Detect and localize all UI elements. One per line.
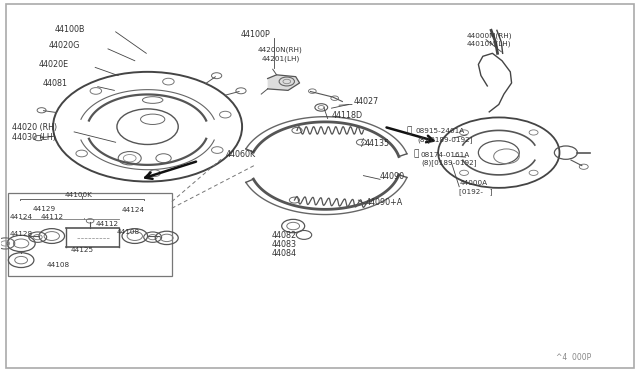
Text: 44020E: 44020E [39, 60, 69, 69]
Text: 44129: 44129 [33, 206, 56, 212]
Text: 44010M(LH): 44010M(LH) [467, 41, 511, 47]
Text: 44135: 44135 [365, 139, 390, 148]
Text: 44100B: 44100B [55, 25, 86, 34]
Text: 44128: 44128 [10, 231, 33, 237]
Text: 44084: 44084 [272, 249, 297, 259]
Text: 44200N(RH): 44200N(RH) [257, 47, 302, 53]
Text: 44112: 44112 [95, 221, 118, 227]
Text: 44108: 44108 [47, 262, 70, 268]
Text: 44030 (LH): 44030 (LH) [12, 133, 56, 142]
Text: 08915-2401A: 08915-2401A [416, 128, 465, 134]
Text: 44100K: 44100K [65, 192, 92, 198]
Text: 44125: 44125 [71, 247, 94, 253]
Text: 44124: 44124 [122, 207, 145, 213]
Text: ^4  000P: ^4 000P [556, 353, 591, 362]
Text: 44108: 44108 [117, 229, 140, 235]
Text: (8)[0189-0192]: (8)[0189-0192] [417, 136, 472, 142]
Text: 08174-0161A: 08174-0161A [421, 152, 470, 158]
Text: 44090+A: 44090+A [366, 198, 403, 206]
Text: 44112: 44112 [40, 214, 63, 220]
Text: 44020 (RH): 44020 (RH) [12, 124, 58, 132]
Text: (8)[0189-0192]: (8)[0189-0192] [421, 160, 476, 166]
Text: 44027: 44027 [353, 97, 378, 106]
Text: 44201(LH): 44201(LH) [261, 56, 300, 62]
Text: [0192-   ]: [0192- ] [460, 188, 493, 195]
Text: 44083: 44083 [272, 240, 297, 249]
Text: 44082: 44082 [272, 231, 297, 240]
Polygon shape [268, 75, 300, 90]
Text: 44000M(RH): 44000M(RH) [467, 33, 513, 39]
Text: 44090: 44090 [380, 171, 405, 180]
Text: 44124: 44124 [10, 214, 33, 220]
Text: 44000A: 44000A [460, 180, 487, 186]
Text: 44100P: 44100P [240, 30, 270, 39]
Text: Ⓦ: Ⓦ [406, 126, 412, 135]
Text: 44020G: 44020G [49, 41, 80, 50]
Text: 44060K: 44060K [225, 150, 255, 159]
Text: 44118D: 44118D [332, 111, 363, 120]
Text: Ⓑ: Ⓑ [413, 149, 419, 158]
Text: 44081: 44081 [42, 79, 67, 88]
